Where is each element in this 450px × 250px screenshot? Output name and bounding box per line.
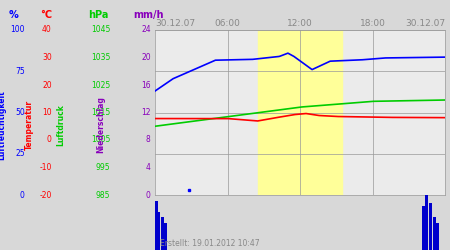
Text: 0: 0	[20, 190, 25, 200]
Bar	[436, 222, 439, 250]
Text: 30: 30	[42, 53, 52, 62]
Text: 40: 40	[42, 26, 52, 35]
Text: 4: 4	[146, 163, 151, 172]
Text: Luftfeuchtigkeit: Luftfeuchtigkeit	[0, 90, 7, 160]
Text: 8: 8	[146, 136, 151, 144]
Text: %: %	[9, 10, 19, 20]
Bar	[164, 222, 167, 250]
Text: 995: 995	[95, 163, 110, 172]
Text: 20: 20	[42, 80, 52, 90]
Text: 75: 75	[15, 67, 25, 76]
Text: -10: -10	[40, 163, 52, 172]
Text: Erstellt: 19.01.2012 10:47: Erstellt: 19.01.2012 10:47	[159, 238, 259, 248]
Bar	[429, 203, 432, 250]
Bar	[432, 217, 436, 250]
Text: Niederschlag: Niederschlag	[97, 96, 106, 154]
Bar	[425, 195, 428, 250]
Bar	[258, 30, 342, 195]
Text: 30.12.07: 30.12.07	[155, 18, 195, 28]
Bar	[157, 212, 160, 250]
Text: Temperatur: Temperatur	[25, 100, 34, 150]
Bar	[161, 217, 164, 250]
Text: hPa: hPa	[88, 10, 108, 20]
Text: 12: 12	[141, 108, 151, 117]
Text: 20: 20	[141, 53, 151, 62]
Text: 30.12.07: 30.12.07	[405, 18, 445, 28]
Text: 1035: 1035	[91, 53, 110, 62]
Text: 1015: 1015	[91, 108, 110, 117]
Text: °C: °C	[40, 10, 53, 20]
Text: Luftdruck: Luftdruck	[56, 104, 65, 146]
Text: 985: 985	[96, 190, 110, 200]
Text: 0: 0	[146, 190, 151, 200]
Text: 1045: 1045	[91, 26, 110, 35]
Text: 25: 25	[15, 149, 25, 158]
Text: 100: 100	[10, 26, 25, 35]
Text: 16: 16	[141, 80, 151, 90]
Text: 1025: 1025	[91, 80, 110, 90]
Bar	[155, 200, 157, 250]
Text: 10: 10	[42, 108, 52, 117]
Text: 0: 0	[47, 136, 52, 144]
Text: 24: 24	[141, 26, 151, 35]
Text: -20: -20	[40, 190, 52, 200]
Text: 1005: 1005	[91, 136, 110, 144]
Bar	[422, 206, 425, 250]
Text: 50: 50	[15, 108, 25, 117]
Text: mm/h: mm/h	[133, 10, 163, 20]
